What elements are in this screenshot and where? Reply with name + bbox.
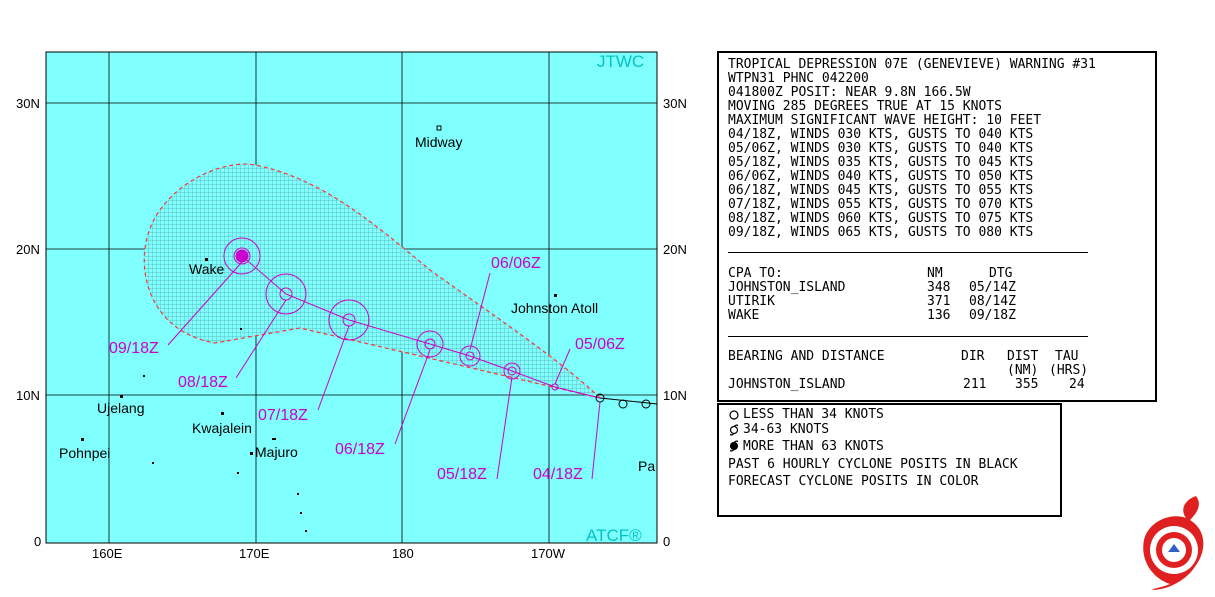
tag-06-18z: 06/18Z [335, 441, 385, 458]
jtwc-label: JTWC [597, 52, 644, 71]
warning-title: TROPICAL DEPRESSION 07E (GENEVIEVE) WARN… [728, 57, 1096, 72]
bearing-col-tau: TAU [1055, 349, 1079, 364]
past-track [599, 397, 658, 409]
cpa-row-nm: 348 [927, 280, 951, 295]
place-majuro: Majuro [255, 444, 298, 460]
lon-label-180: 180 [392, 546, 414, 561]
tag-07-18z: 07/18Z [258, 407, 308, 424]
warning-line: 041800Z POSIT: NEAR 9.8N 166.5W [728, 85, 971, 100]
lat-label-20n-left: 20N [16, 242, 40, 257]
tag-05-18z: 05/18Z [437, 466, 487, 483]
warning-line: WTPN31 PHNC 042200 [728, 71, 869, 86]
warning-line: 06/06Z, WINDS 040 KTS, GUSTS TO 050 KTS [728, 169, 1034, 184]
island-markers [81, 125, 557, 532]
cpa-row-dtg: 08/14Z [969, 294, 1016, 309]
lon-label-160e: 160E [92, 546, 123, 561]
place-ujelang: Ujelang [97, 400, 144, 416]
divider [728, 336, 1088, 337]
cpa-header-dtg: DTG [989, 266, 1013, 281]
bearing-unit-hrs: (HRS) [1049, 363, 1089, 378]
cpa-row-name: JOHNSTON_ISLAND [728, 280, 846, 295]
warning-line: 09/18Z, WINDS 065 KTS, GUSTS TO 080 KTS [728, 225, 1034, 240]
cpa-header: CPA TO: [728, 266, 783, 281]
warning-line: 06/18Z, WINDS 045 KTS, GUSTS TO 055 KTS [728, 183, 1034, 198]
lat-label-10n-right: 10N [663, 388, 687, 403]
warning-panel: TROPICAL DEPRESSION 07E (GENEVIEVE) WARN… [717, 51, 1157, 402]
lat-label-20n-right: 20N [663, 242, 687, 257]
legend-item-34-63: 34-63 KNOTS [743, 422, 830, 437]
bearing-col-dir: DIR [961, 349, 985, 364]
legend-panel: LESS THAN 34 KNOTS 34-63 KNOTS MORE THAN… [717, 403, 1062, 517]
place-wake: Wake [189, 261, 224, 277]
danger-swath [143, 163, 603, 400]
tag-04-18z: 04/18Z [533, 466, 583, 483]
legend-item-less-34: LESS THAN 34 KNOTS [743, 407, 884, 422]
warning-line: 05/18Z, WINDS 035 KTS, GUSTS TO 045 KTS [728, 155, 1034, 170]
legend-note-past: PAST 6 HOURLY CYCLONE POSITS IN BLACK [728, 457, 1018, 472]
place-midway: Midway [415, 134, 462, 150]
circle-icon [729, 410, 739, 420]
cpa-row-nm: 136 [927, 308, 951, 323]
bearing-row-dist: 355 [1015, 377, 1039, 392]
lat-label-30n-left: 30N [16, 96, 40, 111]
jtwc-logo [1143, 496, 1204, 590]
warning-line: MOVING 285 DEGREES TRUE AT 15 KNOTS [728, 99, 1002, 114]
warning-line: 07/18Z, WINDS 055 KTS, GUSTS TO 070 KTS [728, 197, 1034, 212]
forecast-track-line [241, 255, 601, 399]
cpa-row-dtg: 09/18Z [969, 308, 1016, 323]
cpa-row-name: UTIRIK [728, 294, 775, 309]
warning-line: 04/18Z, WINDS 030 KTS, GUSTS TO 040 KTS [728, 127, 1034, 142]
lon-label-170w: 170W [531, 546, 566, 561]
tag-08-18z: 08/18Z [178, 374, 228, 391]
cpa-row-nm: 371 [927, 294, 951, 309]
bearing-row-name: JOHNSTON_ISLAND [728, 377, 846, 392]
place-johnston-atoll: Johnston Atoll [511, 300, 598, 316]
tropical-storm-icon [729, 424, 739, 436]
tag-06-06z: 06/06Z [491, 255, 541, 272]
lon-label-170e: 170E [239, 546, 270, 561]
legend-note-forecast: FORECAST CYCLONE POSITS IN COLOR [728, 474, 979, 489]
bearing-unit-nm: (NM) [1007, 363, 1039, 378]
warning-line: 05/06Z, WINDS 030 KTS, GUSTS TO 040 KTS [728, 141, 1034, 156]
legend-item-more-63: MORE THAN 63 KNOTS [743, 439, 884, 454]
forecast-point-06-18z [424, 338, 436, 350]
atcf-label: ATCF® [586, 526, 642, 545]
warning-line: MAXIMUM SIGNIFICANT WAVE HEIGHT: 10 FEET [728, 113, 1042, 128]
lat-label-0-left: 0 [34, 534, 41, 549]
bearing-col-dist: DIST [1007, 349, 1039, 364]
forecast-point-05-18z [507, 366, 517, 376]
bearing-row-dir: 211 [963, 377, 987, 392]
lat-label-0-right: 0 [663, 534, 670, 549]
forecast-point-09-18z [233, 247, 251, 265]
place-pa: Pa [638, 458, 655, 474]
tag-09-18z: 09/18Z [109, 340, 159, 357]
bearing-title: BEARING AND DISTANCE [728, 349, 885, 364]
lat-label-30n-right: 30N [663, 96, 687, 111]
bearing-row-tau: 24 [1069, 377, 1085, 392]
tag-05-06z: 05/06Z [575, 336, 625, 353]
cpa-row-name: WAKE [728, 308, 760, 323]
divider [728, 252, 1088, 253]
cpa-header-nm: NM [927, 266, 943, 281]
forecast-point-06-06z [465, 351, 475, 361]
lat-label-10n-left: 10N [16, 388, 40, 403]
typhoon-icon [729, 440, 739, 452]
cpa-row-dtg: 05/14Z [969, 280, 1016, 295]
place-pohnpei: Pohnpei [59, 445, 110, 461]
warning-line: 08/18Z, WINDS 060 KTS, GUSTS TO 075 KTS [728, 211, 1034, 226]
place-kwajalein: Kwajalein [192, 420, 252, 436]
tag-leaders [167, 261, 601, 480]
